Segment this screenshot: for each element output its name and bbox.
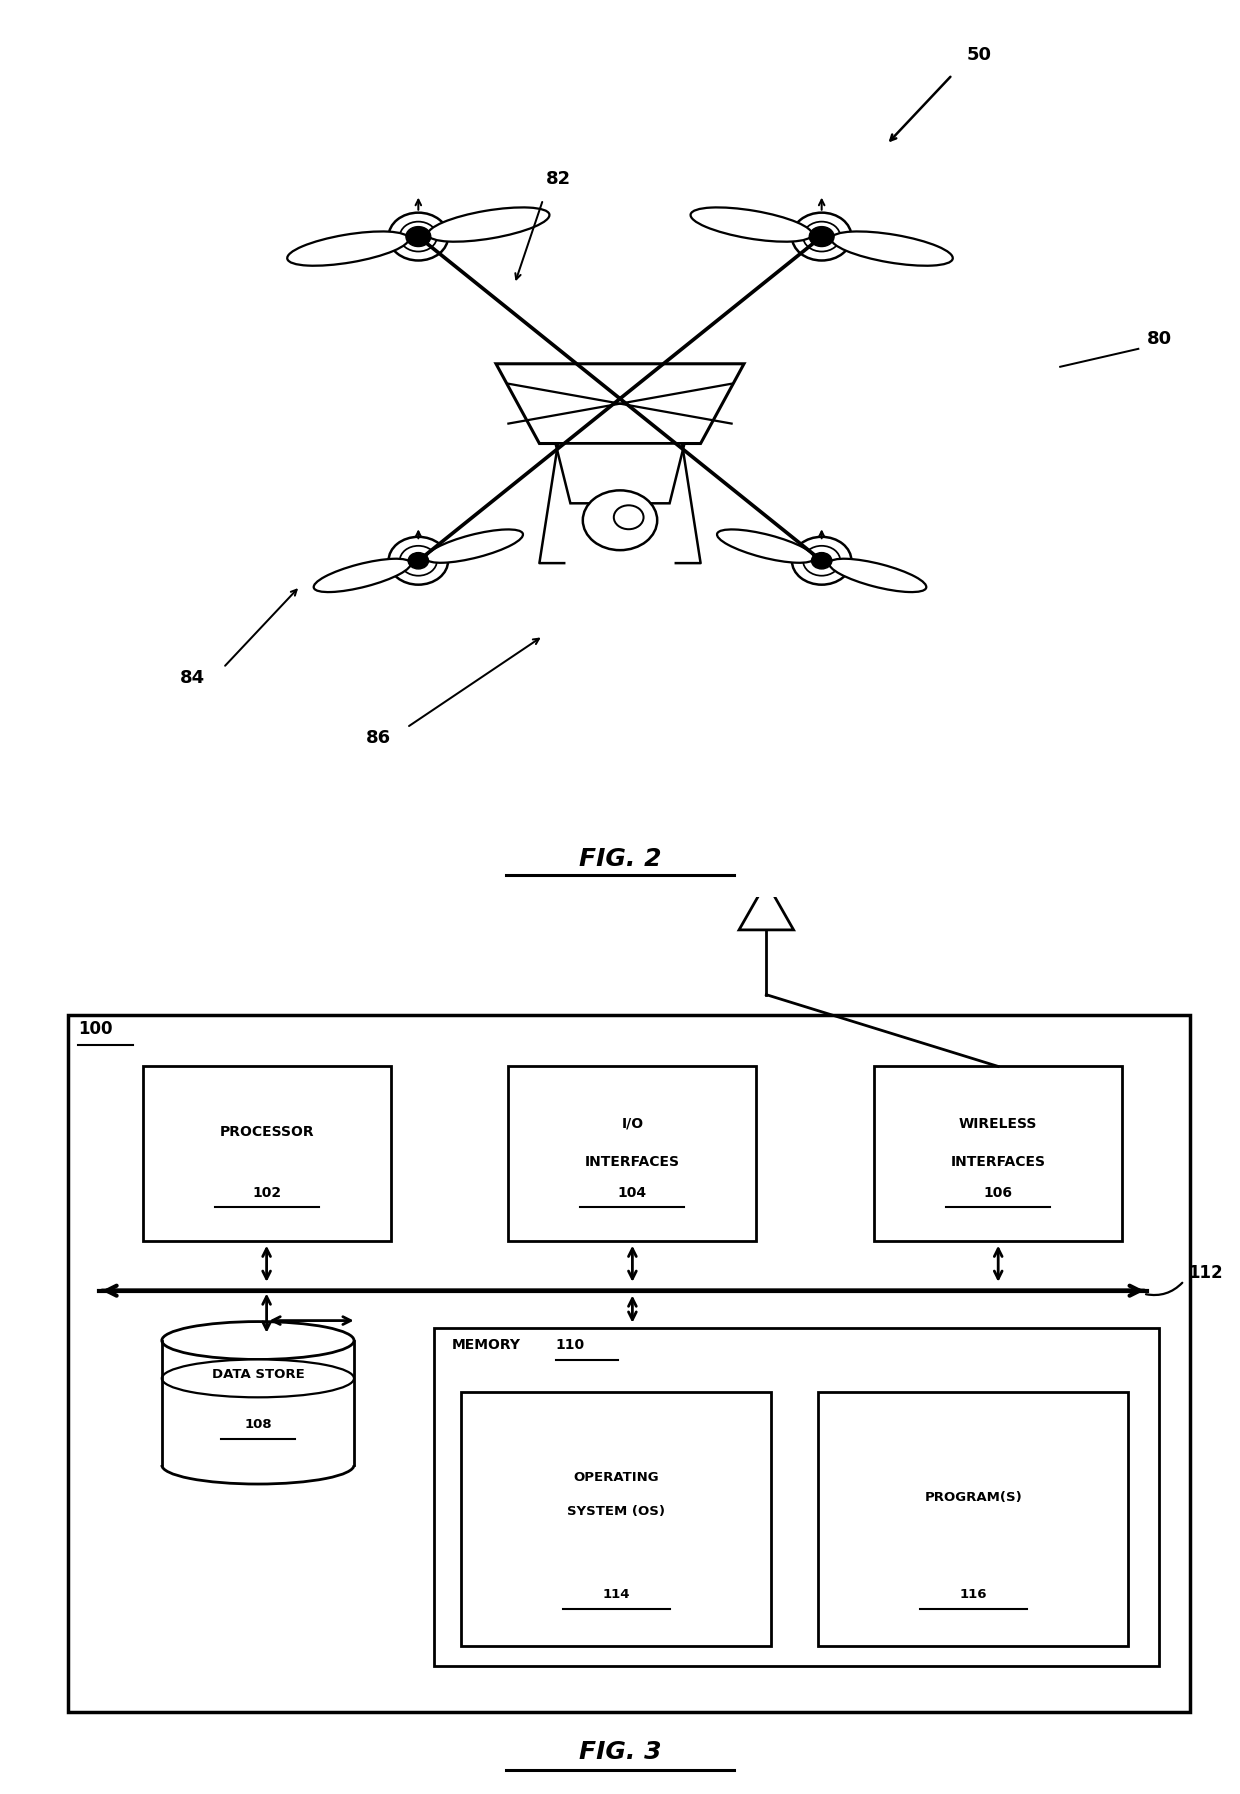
Bar xyxy=(434,1328,1159,1667)
Circle shape xyxy=(792,213,852,260)
Text: 86: 86 xyxy=(366,728,391,746)
Text: PROGRAM(S): PROGRAM(S) xyxy=(925,1491,1022,1503)
Text: INTERFACES: INTERFACES xyxy=(951,1155,1045,1168)
Text: FIG. 2: FIG. 2 xyxy=(579,847,661,872)
Polygon shape xyxy=(556,443,684,504)
Circle shape xyxy=(792,536,852,585)
Bar xyxy=(874,1066,1122,1241)
Circle shape xyxy=(810,226,835,246)
Text: INTERFACES: INTERFACES xyxy=(585,1155,680,1168)
Text: MEMORY: MEMORY xyxy=(451,1338,521,1351)
Bar xyxy=(161,1340,355,1466)
Circle shape xyxy=(388,536,448,585)
Bar xyxy=(508,1066,756,1241)
Text: 84: 84 xyxy=(180,669,205,687)
Bar xyxy=(461,1392,771,1647)
Ellipse shape xyxy=(428,208,549,242)
Text: 82: 82 xyxy=(546,170,570,188)
Ellipse shape xyxy=(691,208,812,242)
Ellipse shape xyxy=(425,529,523,563)
Bar xyxy=(818,1392,1128,1647)
Ellipse shape xyxy=(161,1322,355,1360)
Text: 112: 112 xyxy=(1188,1263,1223,1281)
Text: PROCESSOR: PROCESSOR xyxy=(219,1125,314,1139)
Ellipse shape xyxy=(831,231,952,266)
Circle shape xyxy=(405,226,430,246)
Circle shape xyxy=(388,213,448,260)
Text: 104: 104 xyxy=(618,1186,647,1200)
Text: 114: 114 xyxy=(603,1588,630,1602)
Circle shape xyxy=(583,490,657,551)
Text: 80: 80 xyxy=(1147,330,1172,348)
Circle shape xyxy=(811,553,832,569)
Ellipse shape xyxy=(288,231,409,266)
Text: 100: 100 xyxy=(78,1019,113,1037)
Text: OPERATING: OPERATING xyxy=(573,1471,660,1484)
Bar xyxy=(68,1015,1190,1711)
Text: I/O: I/O xyxy=(621,1116,644,1130)
Text: 50: 50 xyxy=(967,47,992,65)
Text: 106: 106 xyxy=(983,1186,1013,1200)
Text: 108: 108 xyxy=(244,1419,272,1432)
Text: SYSTEM (OS): SYSTEM (OS) xyxy=(567,1505,666,1518)
Ellipse shape xyxy=(161,1360,355,1398)
Text: FIG. 3: FIG. 3 xyxy=(579,1740,661,1764)
Ellipse shape xyxy=(830,558,926,592)
Text: 116: 116 xyxy=(960,1588,987,1602)
Text: DATA STORE: DATA STORE xyxy=(212,1369,304,1381)
Bar xyxy=(143,1066,391,1241)
Circle shape xyxy=(408,553,429,569)
Ellipse shape xyxy=(717,529,815,563)
Text: 110: 110 xyxy=(556,1338,584,1351)
Polygon shape xyxy=(496,364,744,443)
Ellipse shape xyxy=(314,558,410,592)
Text: 102: 102 xyxy=(252,1186,281,1200)
Text: WIRELESS: WIRELESS xyxy=(959,1116,1038,1130)
